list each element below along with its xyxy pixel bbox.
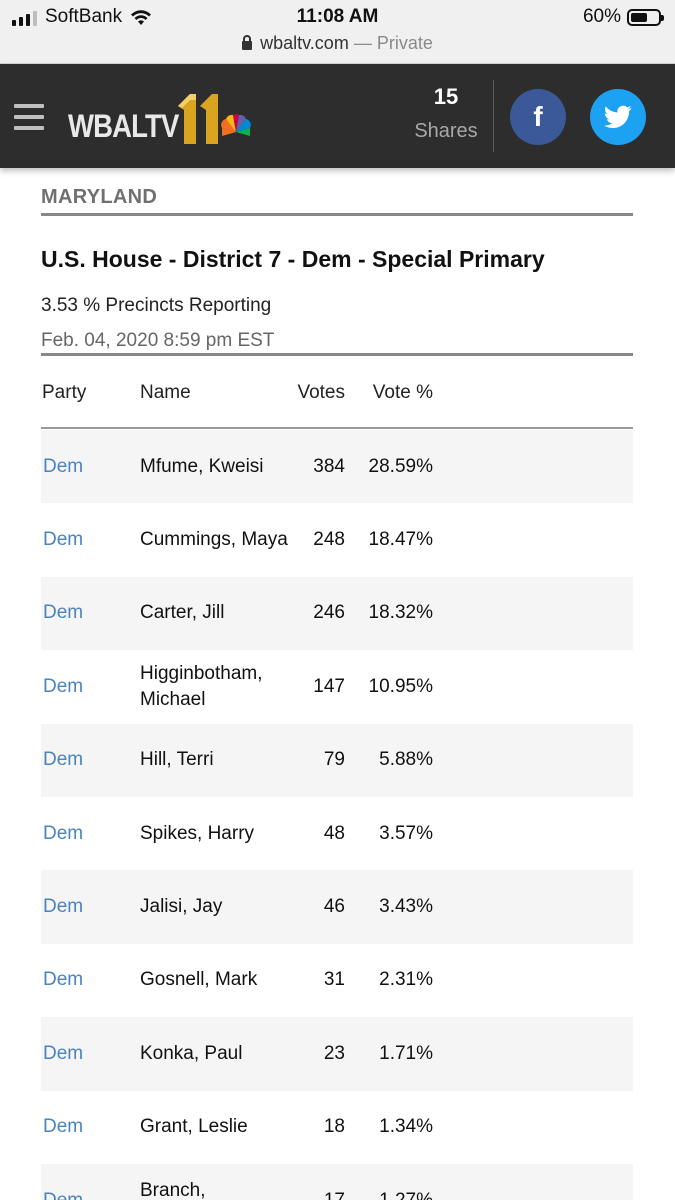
party-link[interactable]: Dem bbox=[43, 896, 84, 918]
candidate-name: Branch, bbox=[140, 1179, 206, 1200]
column-header-party: Party bbox=[42, 382, 87, 403]
twitter-icon bbox=[604, 105, 632, 129]
carrier-name: SoftBank bbox=[45, 6, 123, 27]
vote-count: 79 bbox=[323, 749, 345, 771]
precincts-reporting: 3.53 % Precincts Reporting bbox=[41, 295, 272, 316]
url-text: wbaltv.com bbox=[260, 33, 349, 53]
table-row: Dem Spikes, Harry 48 3.57% bbox=[41, 797, 633, 870]
vote-percent: 1.27% bbox=[341, 1164, 433, 1200]
results-timestamp: Feb. 04, 2020 8:59 pm EST bbox=[41, 330, 275, 351]
carrier-group: SoftBank bbox=[12, 6, 152, 28]
candidate-name: Mfume, Kweisi bbox=[140, 455, 264, 477]
candidate-name: Grant, Leslie bbox=[140, 1116, 248, 1138]
table-row: Dem Grant, Leslie 18 1.34% bbox=[41, 1091, 633, 1164]
vote-count: 147 bbox=[313, 675, 345, 697]
vote-count: 248 bbox=[313, 529, 345, 551]
party-link[interactable]: Dem bbox=[43, 969, 84, 991]
table-row: Dem Hill, Terri 79 5.88% bbox=[41, 723, 633, 797]
party-link[interactable]: Dem bbox=[43, 822, 84, 844]
table-header-divider bbox=[41, 427, 633, 429]
address-bar[interactable]: wbaltv.com — Private bbox=[0, 33, 675, 54]
vote-percent: 3.57% bbox=[379, 822, 433, 844]
party-link[interactable]: Dem bbox=[43, 749, 84, 771]
battery-percent: 60% bbox=[582, 6, 621, 27]
vote-count: 23 bbox=[323, 1042, 345, 1064]
wbaltv-logo[interactable]: WBALTV bbox=[68, 92, 253, 148]
vote-count: 18 bbox=[323, 1116, 345, 1138]
vote-percent: 10.95% bbox=[368, 675, 433, 697]
vote-percent: 5.88% bbox=[379, 749, 433, 771]
private-label: — Private bbox=[353, 33, 433, 53]
candidate-name: Spikes, Harry bbox=[140, 822, 255, 844]
logo-wordmark: WBALTV bbox=[68, 108, 179, 144]
state-divider bbox=[41, 213, 633, 216]
candidate-name: Carter, Jill bbox=[140, 602, 225, 624]
table-row: Dem Mfume, Kweisi 384 28.59% bbox=[41, 430, 633, 504]
channel-11-icon bbox=[178, 94, 251, 144]
vote-count: 48 bbox=[323, 822, 345, 844]
table-row: Dem Higginbotham, Michael 147 10.95% bbox=[41, 650, 633, 723]
table-row: Dem Branch, 17 1.27% bbox=[41, 1163, 633, 1200]
state-label: MARYLAND bbox=[41, 186, 158, 208]
vote-percent: 1.34% bbox=[379, 1116, 433, 1138]
race-title: U.S. House - District 7 - Dem - Special … bbox=[41, 246, 545, 272]
site-header: WBALTV 15 Shares f bbox=[0, 64, 675, 168]
vote-percent: 18.47% bbox=[368, 529, 433, 551]
column-header-name: Name bbox=[140, 382, 191, 403]
column-header-vote-percent: Vote % bbox=[372, 382, 433, 403]
party-link[interactable]: Dem bbox=[43, 529, 84, 551]
candidate-name: Jalisi, Jay bbox=[140, 896, 223, 918]
vote-percent: 28.59% bbox=[368, 455, 433, 477]
shares-count: 15 bbox=[433, 84, 459, 109]
candidate-name: Gosnell, Mark bbox=[140, 969, 258, 991]
party-link[interactable]: Dem bbox=[43, 455, 84, 477]
facebook-share-button[interactable]: f bbox=[510, 89, 566, 145]
menu-icon[interactable] bbox=[14, 104, 44, 130]
status-bar: SoftBank 11:08 AM 60% wbaltv.com — Priva… bbox=[0, 0, 675, 64]
vote-count: 384 bbox=[313, 455, 345, 477]
wifi-icon bbox=[131, 9, 152, 25]
clock: 11:08 AM bbox=[296, 6, 379, 27]
results-table-header: Party Name Votes Vote % bbox=[41, 380, 633, 430]
vote-percent: 18.32% bbox=[368, 602, 433, 624]
results-table-body: Dem Mfume, Kweisi 384 28.59% Dem Cumming… bbox=[41, 430, 633, 1200]
party-link[interactable]: Dem bbox=[43, 1164, 83, 1200]
party-link[interactable]: Dem bbox=[43, 1116, 84, 1138]
table-row: Dem Jalisi, Jay 46 3.43% bbox=[41, 870, 633, 944]
vote-percent: 3.43% bbox=[379, 896, 433, 918]
candidate-name: Higginbotham, Michael bbox=[140, 662, 263, 710]
vote-count: 17 bbox=[241, 1164, 345, 1200]
vote-count: 46 bbox=[323, 896, 345, 918]
battery-level bbox=[631, 12, 647, 22]
candidate-name: Konka, Paul bbox=[140, 1042, 243, 1064]
vote-percent: 2.31% bbox=[379, 969, 433, 991]
vote-percent: 1.71% bbox=[379, 1042, 433, 1064]
party-link[interactable]: Dem bbox=[43, 602, 84, 624]
battery-group: 60% bbox=[582, 6, 664, 28]
battery-icon bbox=[627, 8, 664, 26]
candidate-name: Cummings, Maya bbox=[140, 529, 288, 551]
facebook-icon: f bbox=[533, 101, 543, 132]
table-row: Dem Cummings, Maya 248 18.47% bbox=[41, 503, 633, 576]
table-row: Dem Carter, Jill 246 18.32% bbox=[41, 576, 633, 651]
shares-label: Shares bbox=[414, 120, 478, 142]
column-header-votes: Votes bbox=[297, 382, 345, 403]
table-row: Dem Konka, Paul 23 1.71% bbox=[41, 1017, 633, 1091]
header-divider-top bbox=[41, 353, 633, 356]
vote-count: 246 bbox=[313, 602, 345, 624]
signal-icon bbox=[12, 8, 37, 26]
vote-count: 31 bbox=[323, 969, 345, 991]
twitter-share-button[interactable] bbox=[590, 89, 646, 145]
party-link[interactable]: Dem bbox=[43, 675, 84, 697]
lock-icon bbox=[242, 35, 253, 50]
candidate-name: Hill, Terri bbox=[140, 749, 214, 771]
header-divider bbox=[493, 80, 494, 152]
party-link[interactable]: Dem bbox=[43, 1042, 84, 1064]
table-row: Dem Gosnell, Mark 31 2.31% bbox=[41, 944, 633, 1017]
share-counter: 15 Shares bbox=[408, 84, 484, 143]
